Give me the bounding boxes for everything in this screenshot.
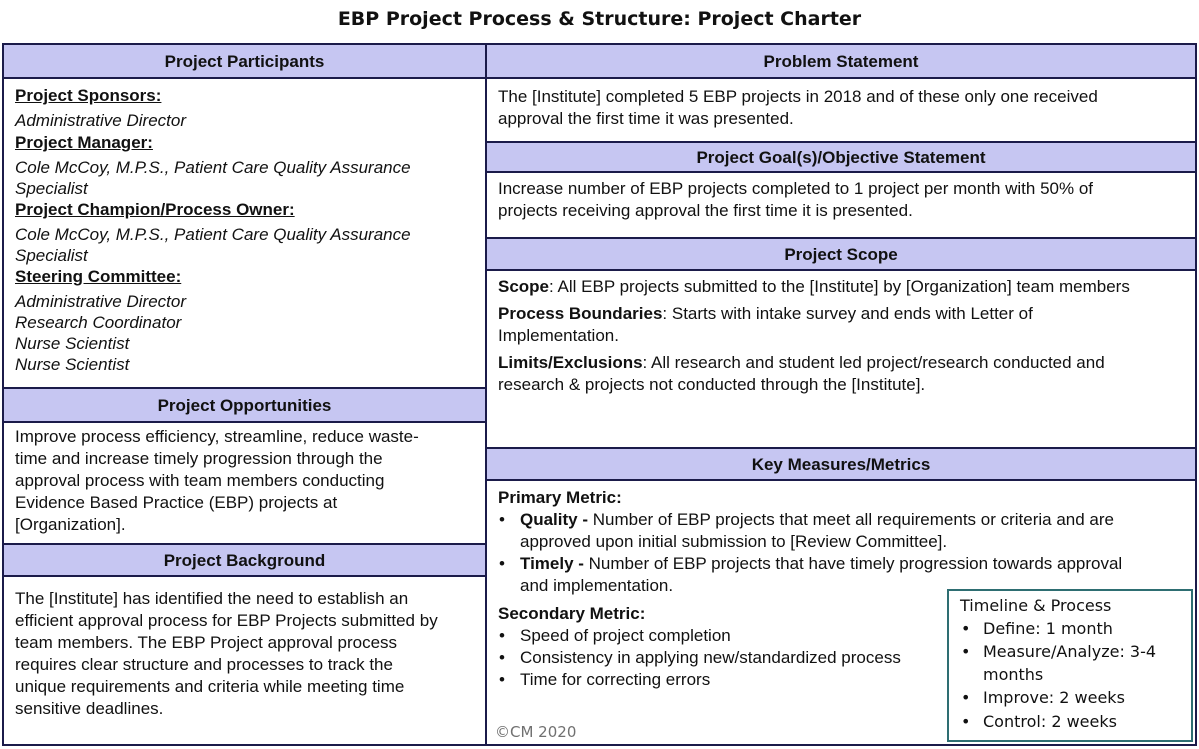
opportunities-header: Project Opportunities xyxy=(4,387,485,423)
background-line: The [Institute] has identified the need … xyxy=(15,589,409,608)
opportunities-line: Evidence Based Practice (EBP) projects a… xyxy=(15,493,338,512)
problem-section: The [Institute] completed 5 EBP projects… xyxy=(487,79,1195,141)
secondary-metric-item: Speed of project completion xyxy=(498,625,1195,647)
limits-label: Limits/Exclusions xyxy=(498,353,643,372)
background-line: sensitive deadlines. xyxy=(15,699,164,718)
steering-member: Nurse Scientist xyxy=(15,334,130,353)
secondary-metric-item: Consistency in applying new/standardized… xyxy=(498,647,1195,669)
primary-metric-label: Primary Metric: xyxy=(498,488,622,507)
problem-header: Problem Statement xyxy=(487,45,1195,79)
background-section: The [Institute] has identified the need … xyxy=(4,577,485,720)
steering-member: Administrative Director xyxy=(15,292,186,311)
metric-text: Number of EBP projects that have timely … xyxy=(588,554,1123,573)
left-column: Project Participants Project Sponsors: A… xyxy=(2,43,487,746)
goal-section: Increase number of EBP projects complete… xyxy=(487,173,1195,237)
background-line: team members. The EBP Project approval p… xyxy=(15,633,398,652)
opportunities-line: approval process with team members condu… xyxy=(15,471,385,490)
steering-member: Nurse Scientist xyxy=(15,355,130,374)
primary-metric-item: Timely - Number of EBP projects that hav… xyxy=(498,553,1195,597)
timeline-title: Timeline & Process xyxy=(960,596,1112,615)
goal-line: Increase number of EBP projects complete… xyxy=(498,179,1093,198)
primary-metric-list: Quality - Number of EBP projects that me… xyxy=(498,509,1195,597)
champion-line: Cole McCoy, M.P.S., Patient Care Quality… xyxy=(15,225,411,244)
scope-header: Project Scope xyxy=(487,237,1195,271)
steering-label: Steering Committee: xyxy=(15,267,182,286)
boundaries-text-cont: Implementation. xyxy=(498,326,619,345)
scope-section: Scope: All EBP projects submitted to the… xyxy=(487,271,1195,447)
timeline-item: Define: 1 month xyxy=(960,618,1191,641)
timeline-item: Measure/Analyze: 3-4 months xyxy=(960,641,1191,686)
timeline-item-cont: months xyxy=(983,664,1044,684)
problem-line: The [Institute] completed 5 EBP projects… xyxy=(498,87,1098,106)
manager-label: Project Manager: xyxy=(15,133,153,152)
scope-text: : All EBP projects submitted to the [Ins… xyxy=(549,277,1130,296)
timeline-item-text: Measure/Analyze: 3-4 xyxy=(983,642,1157,661)
metrics-section: Primary Metric: Quality - Number of EBP … xyxy=(487,481,1195,691)
timeline-box: Timeline & Process Define: 1 month Measu… xyxy=(947,589,1193,742)
boundaries-text: : Starts with intake survey and ends wit… xyxy=(662,304,1033,323)
timeline-list: Define: 1 month Measure/Analyze: 3-4 mont… xyxy=(960,618,1191,734)
metric-text-cont: and implementation. xyxy=(520,576,674,595)
problem-line: approval the first time it was presented… xyxy=(498,109,794,128)
right-column: Problem Statement The [Institute] comple… xyxy=(485,43,1197,746)
champion-line: Specialist xyxy=(15,246,88,265)
goal-header: Project Goal(s)/Objective Statement xyxy=(487,141,1195,173)
opportunities-line: time and increase timely progression thr… xyxy=(15,449,383,468)
goal-line: projects receiving approval the first ti… xyxy=(498,201,913,220)
background-header: Project Background xyxy=(4,543,485,577)
page-title: EBP Project Process & Structure: Project… xyxy=(337,8,862,30)
timeline-item: Control: 2 weeks xyxy=(960,711,1191,734)
champion-label: Project Champion/Process Owner: xyxy=(15,200,295,219)
metric-text-cont: approved upon initial submission to [Rev… xyxy=(520,532,948,551)
background-line: unique requirements and criteria while m… xyxy=(15,677,405,696)
opportunities-line: [Organization]. xyxy=(15,515,126,534)
limits-text-cont: research & projects not conducted throug… xyxy=(498,375,926,394)
participants-header: Project Participants xyxy=(4,45,485,79)
opportunities-section: Improve process efficiency, streamline, … xyxy=(4,423,485,543)
scope-label: Scope xyxy=(498,277,550,296)
metric-term: Quality - xyxy=(520,510,593,529)
metric-text: Number of EBP projects that meet all req… xyxy=(592,510,1114,529)
background-line: efficient approval process for EBP Proje… xyxy=(15,611,438,630)
secondary-metric-list: Speed of project completion Consistency … xyxy=(498,625,1195,691)
secondary-metric-item: Time for correcting errors xyxy=(498,669,1195,691)
timeline-item: Improve: 2 weeks xyxy=(960,687,1191,710)
participants-section: Project Sponsors: Administrative Directo… xyxy=(4,79,485,387)
metric-term: Timely - xyxy=(520,554,589,573)
background-line: requires clear structure and processes t… xyxy=(15,655,393,674)
metrics-header: Key Measures/Metrics xyxy=(487,447,1195,481)
sponsor-name: Administrative Director xyxy=(15,111,186,130)
copyright-text: ©CM 2020 xyxy=(495,723,577,741)
limits-text: : All research and student led project/r… xyxy=(642,353,1105,372)
secondary-metric-label: Secondary Metric: xyxy=(498,604,646,623)
boundaries-label: Process Boundaries xyxy=(498,304,663,323)
primary-metric-item: Quality - Number of EBP projects that me… xyxy=(498,509,1195,553)
manager-line: Specialist xyxy=(15,179,88,198)
manager-line: Cole McCoy, M.P.S., Patient Care Quality… xyxy=(15,158,411,177)
steering-member: Research Coordinator xyxy=(15,313,182,332)
sponsors-label: Project Sponsors: xyxy=(15,86,162,105)
opportunities-line: Improve process efficiency, streamline, … xyxy=(15,427,419,446)
